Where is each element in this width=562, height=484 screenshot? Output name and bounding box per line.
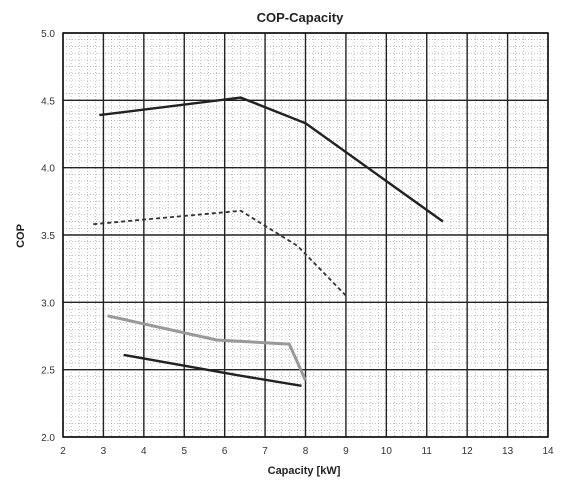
- x-tick-label: 11: [422, 446, 433, 457]
- y-tick-label: 4.5: [41, 96, 55, 107]
- x-tick-label: 2: [60, 446, 66, 457]
- x-tick-label: 6: [222, 446, 228, 457]
- x-tick-label: 5: [181, 446, 187, 457]
- series-line-3: [107, 314, 307, 382]
- x-tick-label: 7: [262, 446, 268, 457]
- y-tick-label: 3.0: [41, 298, 55, 309]
- series-line-1: [99, 96, 444, 223]
- y-tick-label: 5.0: [41, 29, 55, 40]
- chart-title: COP-Capacity: [257, 10, 344, 25]
- x-tick-label: 13: [502, 446, 514, 457]
- grid: [62, 32, 549, 438]
- x-tick-label: 8: [303, 446, 309, 457]
- x-tick-label: 9: [343, 446, 349, 457]
- series-line-4: [123, 353, 302, 387]
- plot-border: [62, 32, 549, 438]
- y-tick-label: 2.5: [41, 366, 55, 377]
- tick-labels: 2 3 4 5 6 7 8 9 10 11 12 13 14 2.0 2.5 3.0 3.5 4.0 4.5 5.0: [41, 29, 554, 457]
- x-tick-label: 12: [462, 446, 474, 457]
- y-axis-title: COP: [15, 224, 27, 248]
- y-tick-label: 2.0: [41, 433, 55, 444]
- x-tick-label: 3: [101, 446, 107, 457]
- series-line-2: [93, 209, 347, 297]
- y-tick-label: 4.0: [41, 164, 55, 175]
- x-axis-title: Capacity [kW]: [268, 465, 341, 477]
- x-tick-label: 14: [542, 446, 554, 457]
- x-tick-label: 10: [381, 446, 393, 457]
- y-tick-label: 3.5: [41, 231, 55, 242]
- series-group: [93, 96, 444, 387]
- x-tick-label: 4: [141, 446, 147, 457]
